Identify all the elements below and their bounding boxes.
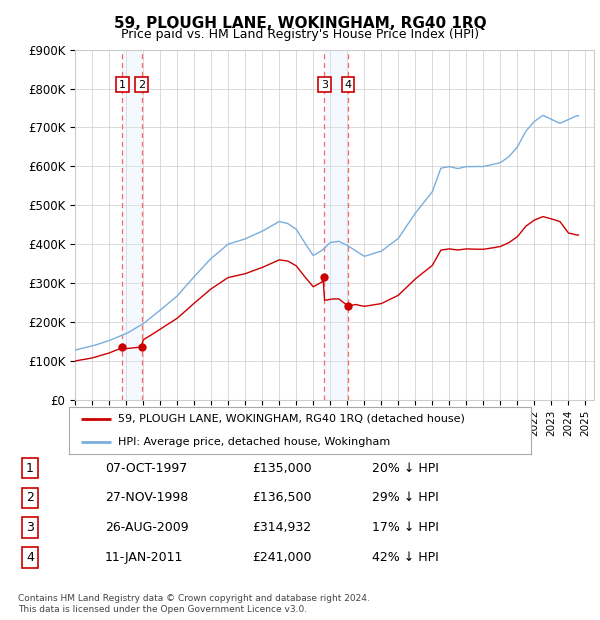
Text: 1: 1 xyxy=(119,79,126,90)
Bar xyxy=(324,50,348,400)
Text: £314,932: £314,932 xyxy=(252,521,311,534)
Text: 20% ↓ HPI: 20% ↓ HPI xyxy=(372,462,439,474)
Text: 59, PLOUGH LANE, WOKINGHAM, RG40 1RQ (detached house): 59, PLOUGH LANE, WOKINGHAM, RG40 1RQ (de… xyxy=(118,414,464,424)
Text: 11-JAN-2011: 11-JAN-2011 xyxy=(105,551,184,564)
Text: Contains HM Land Registry data © Crown copyright and database right 2024.
This d: Contains HM Land Registry data © Crown c… xyxy=(18,595,370,614)
Text: 4: 4 xyxy=(26,551,34,564)
Text: 3: 3 xyxy=(321,79,328,90)
Text: 59, PLOUGH LANE, WOKINGHAM, RG40 1RQ: 59, PLOUGH LANE, WOKINGHAM, RG40 1RQ xyxy=(113,16,487,30)
Text: 2: 2 xyxy=(26,492,34,504)
Bar xyxy=(122,50,142,400)
Text: HPI: Average price, detached house, Wokingham: HPI: Average price, detached house, Woki… xyxy=(118,437,390,447)
Text: £135,000: £135,000 xyxy=(252,462,311,474)
Text: 27-NOV-1998: 27-NOV-1998 xyxy=(105,492,188,504)
Text: 4: 4 xyxy=(344,79,352,90)
Text: £136,500: £136,500 xyxy=(252,492,311,504)
Text: £241,000: £241,000 xyxy=(252,551,311,564)
Text: Price paid vs. HM Land Registry's House Price Index (HPI): Price paid vs. HM Land Registry's House … xyxy=(121,28,479,41)
Text: 26-AUG-2009: 26-AUG-2009 xyxy=(105,521,188,534)
Text: 42% ↓ HPI: 42% ↓ HPI xyxy=(372,551,439,564)
Text: 1: 1 xyxy=(26,462,34,474)
Text: 29% ↓ HPI: 29% ↓ HPI xyxy=(372,492,439,504)
Text: 07-OCT-1997: 07-OCT-1997 xyxy=(105,462,187,474)
Text: 2: 2 xyxy=(138,79,145,90)
Text: 17% ↓ HPI: 17% ↓ HPI xyxy=(372,521,439,534)
Text: 3: 3 xyxy=(26,521,34,534)
